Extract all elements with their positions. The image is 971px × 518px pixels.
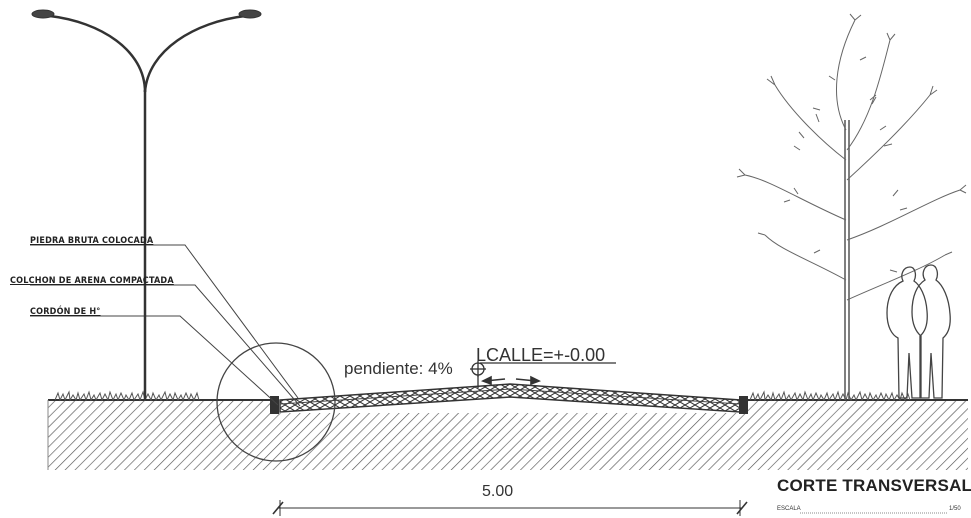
street-pavement xyxy=(279,383,741,413)
detail-circle xyxy=(216,342,336,462)
dimension-value: 5.00 xyxy=(482,483,514,500)
street-lamp-icon xyxy=(31,9,262,400)
curbs xyxy=(270,396,748,414)
slope-arrows xyxy=(481,375,541,386)
street-level-annotation: LCALLE=+-0.00 xyxy=(476,345,606,365)
grass xyxy=(54,390,911,402)
slope-annotation: pendiente: 4% xyxy=(344,359,453,378)
drawing-title: CORTE TRANSVERSAL xyxy=(777,476,971,495)
dimension-line xyxy=(272,500,748,516)
tree-icon xyxy=(736,13,967,400)
label-stone: PIEDRA BRUTA COLOCADA xyxy=(30,236,154,246)
people-silhouette-icon xyxy=(886,264,951,399)
leader-lines xyxy=(30,244,301,407)
label-curb: CORDÓN DE H° xyxy=(30,307,101,317)
level-marker-icon xyxy=(470,361,616,388)
scale-value: 1/50 xyxy=(949,506,961,512)
scale-label: ESCALA xyxy=(777,506,801,512)
ground-hatch xyxy=(47,399,968,470)
label-sand-bed: COLCHON DE ARENA COMPACTADA xyxy=(10,276,174,286)
